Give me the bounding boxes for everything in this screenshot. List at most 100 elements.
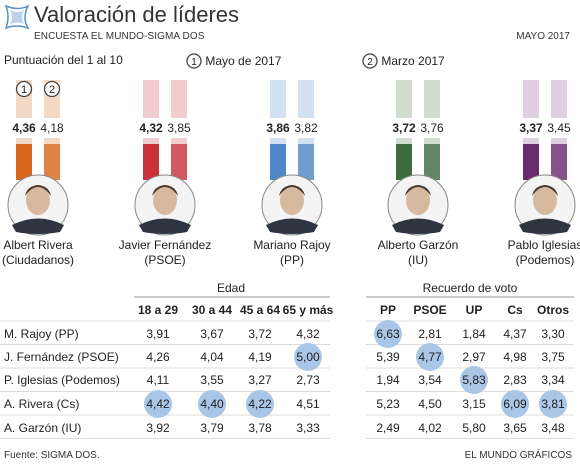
table-cell: 4,77 [418, 350, 442, 364]
legend-marker-2-text: 2 [367, 57, 373, 68]
table-cell: 5,39 [376, 350, 400, 364]
bar-data-label-1-1: 3,85 [167, 121, 191, 135]
highlight-circle [416, 343, 444, 371]
bar-value-3-0 [396, 144, 412, 180]
bar-value-4-0 [523, 144, 539, 180]
bar-value-4-1 [551, 144, 567, 180]
bar-value-0-0 [16, 144, 32, 180]
table-cell: 4,98 [503, 350, 527, 364]
bar-value-2-1 [298, 144, 314, 180]
table-cell: 3,48 [541, 421, 565, 435]
bar-data-label-1-0: 4,32 [139, 121, 163, 135]
table-cell: 2,73 [296, 373, 320, 387]
table-cell: 4,32 [296, 327, 320, 341]
leader-label-3: Alberto Garzón (IU) [363, 238, 473, 268]
leader-portrait-3-icon [387, 174, 449, 236]
bar-data-label-0-1: 4,18 [40, 121, 64, 135]
scale-label: Puntuación del 1 al 10 [4, 53, 123, 67]
leader-portrait-4-icon [514, 174, 576, 236]
table-cell: 4,51 [296, 397, 320, 411]
bar-group-4-0: 3,37 [519, 80, 543, 180]
legend-marker-1-icon: 1 [186, 53, 202, 69]
table-cell: 3,78 [248, 421, 272, 435]
table-row: J. Fernández (PSOE) 4,26 4,04 4,19 5,00 5,39 4… [4, 343, 565, 371]
table-cell: 3,27 [248, 373, 272, 387]
bar-label-band [295, 118, 317, 138]
series-marker-1-icon [43, 80, 61, 98]
highlight-circle [539, 390, 567, 418]
bar-data-label-4-0: 3,37 [519, 121, 543, 135]
table-row: A. Garzón (IU) 3,92 3,79 3,78 3,33 2,49 4,02 5,… [4, 421, 565, 435]
bar-group-3-1: 3,76 [420, 80, 444, 180]
table-cell: 1,94 [376, 373, 400, 387]
row-label: A. Rivera (Cs) [4, 397, 79, 411]
table-cell: 3,30 [541, 327, 565, 341]
legend-item-2: 2 Marzo 2017 [362, 53, 445, 69]
highlight-circle [144, 390, 172, 418]
leader-name: Mariano Rajoy [253, 238, 331, 252]
age-column-header-1: 30 a 44 [192, 303, 232, 317]
table-cell: 3,54 [418, 373, 442, 387]
credit-note: EL MUNDO GRÁFICOS [464, 450, 572, 461]
table-cell: 4,02 [418, 421, 442, 435]
bar-data-label-3-0: 3,72 [392, 121, 416, 135]
legend-marker-1-text: 1 [191, 57, 197, 68]
page-subtitle: ENCUESTA EL MUNDO-SIGMA DOS [34, 31, 205, 42]
bar-data-label-3-1: 3,76 [420, 121, 444, 135]
leader-party: (Podemos) [515, 253, 575, 267]
bar-group-1-1: 3,85 [167, 80, 191, 180]
rating-breakdown-table: Edad Recuerdo de voto 18 a 29 30 a 44 45 a 6… [0, 281, 574, 439]
table-row: A. Rivera (Cs) 4,42 4,40 4,22 4,51 5,23 4,50 3,… [4, 390, 567, 418]
highlight-circle [460, 366, 488, 394]
table-cell: 4,19 [248, 350, 272, 364]
bar-group-2-0: 3,86 [266, 80, 290, 180]
row-label: P. Iglesias (Podemos) [4, 373, 120, 387]
table-cell: 4,04 [200, 350, 224, 364]
age-column-header-3: 65 y más [283, 303, 334, 317]
table-cell: 3,79 [200, 421, 224, 435]
legend-label-1: Mayo de 2017 [205, 54, 282, 68]
table-cell: 2,83 [503, 373, 527, 387]
leader-portrait-0-icon [7, 174, 69, 236]
table-cell: 5,80 [462, 421, 486, 435]
bar-data-label-4-1: 3,45 [547, 121, 571, 135]
highlight-circle [198, 390, 226, 418]
survey-date: MAYO 2017 [516, 31, 570, 42]
leader-party: (IU) [408, 253, 428, 267]
legend-marker-2-icon: 2 [362, 53, 378, 69]
page-title: Valoración de líderes [34, 2, 240, 27]
series-marker-text-1: 2 [49, 84, 55, 96]
row-label: J. Fernández (PSOE) [4, 350, 119, 364]
table-cell: 4,26 [146, 350, 170, 364]
age-column-header-2: 45 a 64 [240, 303, 280, 317]
age-column-header-0: 18 a 29 [138, 303, 178, 317]
bar-value-3-1 [424, 144, 440, 180]
table-cell: 3,67 [200, 327, 224, 341]
bar-label-band [140, 118, 162, 138]
table-cell: 4,11 [147, 373, 170, 387]
vote-column-header-4: Otros [537, 303, 569, 317]
bar-group-3-0: 3,72 [392, 80, 416, 180]
table-row: M. Rajoy (PP) 3,91 3,67 3,72 4,32 6,63 2,81 1,8… [4, 320, 565, 348]
leader-rating-chart: 4,36 4,18 1 2 4,32 3,85 3,86 3,82 3,72 3,76 3,37 3,… [7, 80, 576, 236]
leader-name: Albert Rivera [3, 238, 73, 252]
table-cell: 2,49 [376, 421, 400, 435]
table-cell: 3,75 [541, 350, 565, 364]
bar-group-1-0: 4,32 [139, 80, 163, 180]
table-cell: 3,92 [146, 421, 170, 435]
el-mundo-logo-icon [4, 4, 30, 30]
bar-label-band [520, 118, 542, 138]
highlight-circle [246, 390, 274, 418]
leader-portrait-2-icon [261, 174, 323, 236]
table-cell: 3,33 [296, 421, 320, 435]
table-cell: 5,23 [376, 397, 400, 411]
vote-column-header-0: PP [380, 303, 396, 317]
table-cell: 4,40 [200, 397, 224, 411]
table-row: P. Iglesias (Podemos) 4,11 3,55 3,27 2,73 1,9… [4, 366, 565, 394]
leader-portrait-1-icon [134, 174, 196, 236]
source-note: Fuente: SIGMA DOS. [4, 450, 100, 461]
leader-name: Pablo Iglesias [507, 238, 580, 252]
table-cell: 3,15 [462, 397, 486, 411]
bar-value-1-1 [171, 144, 187, 180]
bar-label-band [267, 118, 289, 138]
